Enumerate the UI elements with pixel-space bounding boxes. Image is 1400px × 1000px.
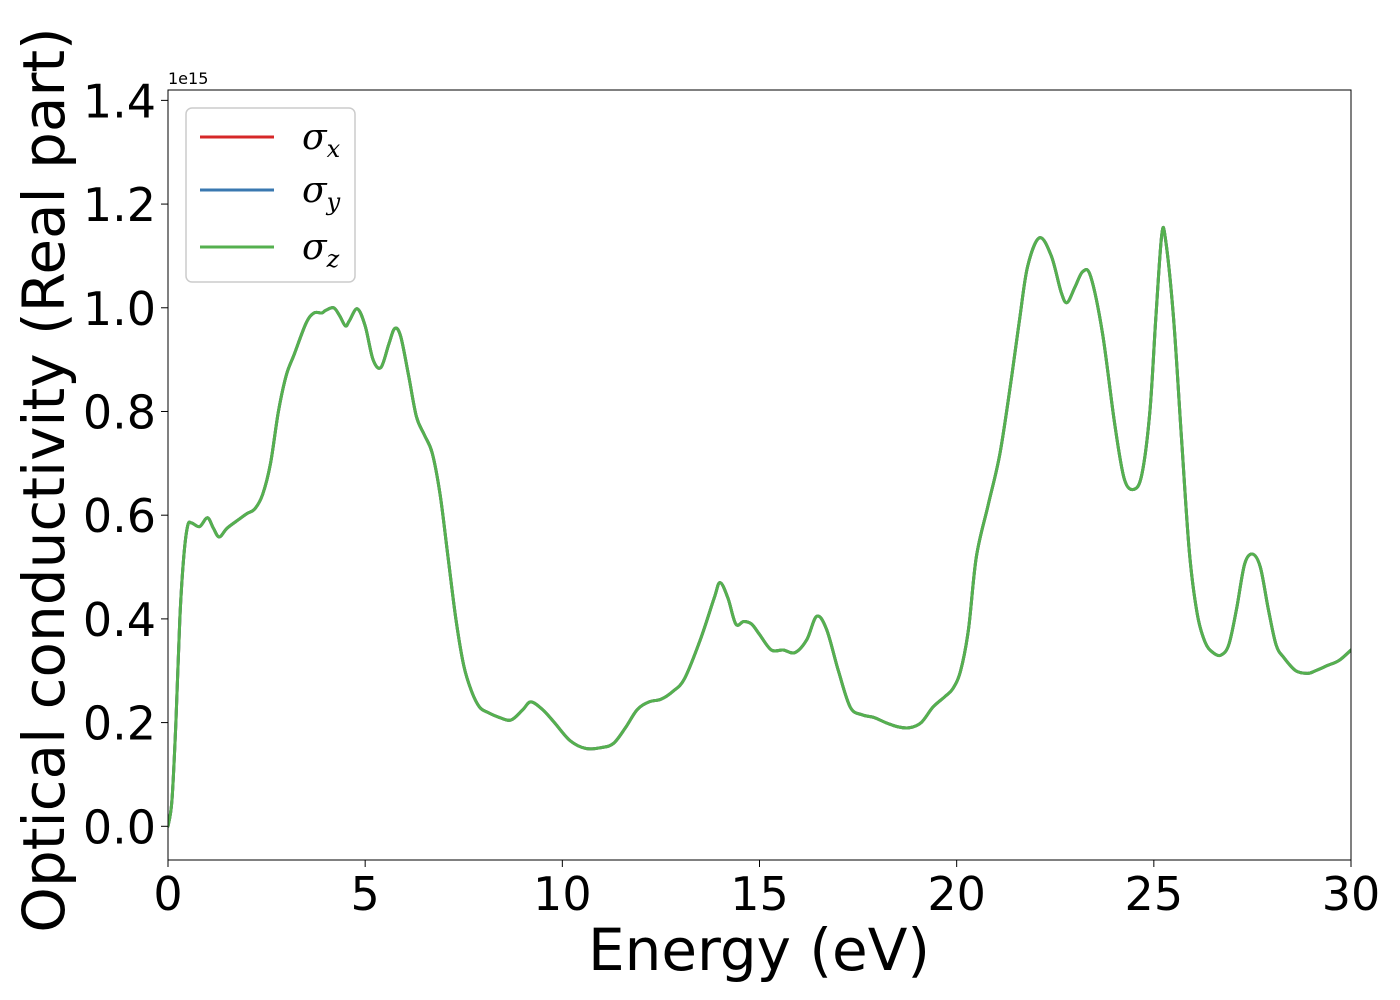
x-tick-label: 25 bbox=[1125, 867, 1184, 921]
y-tick-label: 0.6 bbox=[83, 489, 156, 543]
y-axis-label: Optical conductivity (Real part) bbox=[10, 27, 78, 932]
plot-background bbox=[168, 90, 1351, 860]
y-tick-label: 0.8 bbox=[83, 385, 156, 439]
y-tick-label: 1.4 bbox=[83, 74, 156, 128]
y-tick-label: 1.2 bbox=[83, 178, 156, 232]
y-tick-label: 0.2 bbox=[83, 697, 156, 751]
series-layer bbox=[168, 225, 1351, 828]
legend-label-sigma-z: σz bbox=[302, 227, 340, 273]
y-tick-label: 0.4 bbox=[83, 593, 156, 647]
y-tick-label: 0.0 bbox=[83, 800, 156, 854]
x-tick-label: 5 bbox=[351, 867, 380, 921]
x-tick-label: 20 bbox=[927, 867, 986, 921]
x-tick-label: 30 bbox=[1322, 867, 1381, 921]
x-axis-ticks: 0 5 10 15 20 25 30 bbox=[153, 860, 1380, 921]
x-tick-label: 10 bbox=[533, 867, 592, 921]
y-axis-ticks: 0.0 0.2 0.4 0.6 0.8 1.0 1.2 1.4 bbox=[83, 74, 168, 854]
x-tick-label: 0 bbox=[153, 867, 182, 921]
legend-label-sigma-y: σy bbox=[302, 170, 341, 216]
legend-items: σx σy σz bbox=[200, 117, 341, 273]
legend-label-sigma-x: σx bbox=[302, 117, 341, 163]
legend: σx σy σz bbox=[185, 107, 356, 283]
legend-box bbox=[185, 107, 356, 283]
series-line-sigma-z bbox=[168, 225, 1351, 828]
x-axis-label: Energy (eV) bbox=[588, 916, 930, 984]
y-offset-text: 1e15 bbox=[168, 69, 208, 88]
x-tick-label: 15 bbox=[730, 867, 789, 921]
y-tick-label: 1.0 bbox=[83, 282, 156, 336]
